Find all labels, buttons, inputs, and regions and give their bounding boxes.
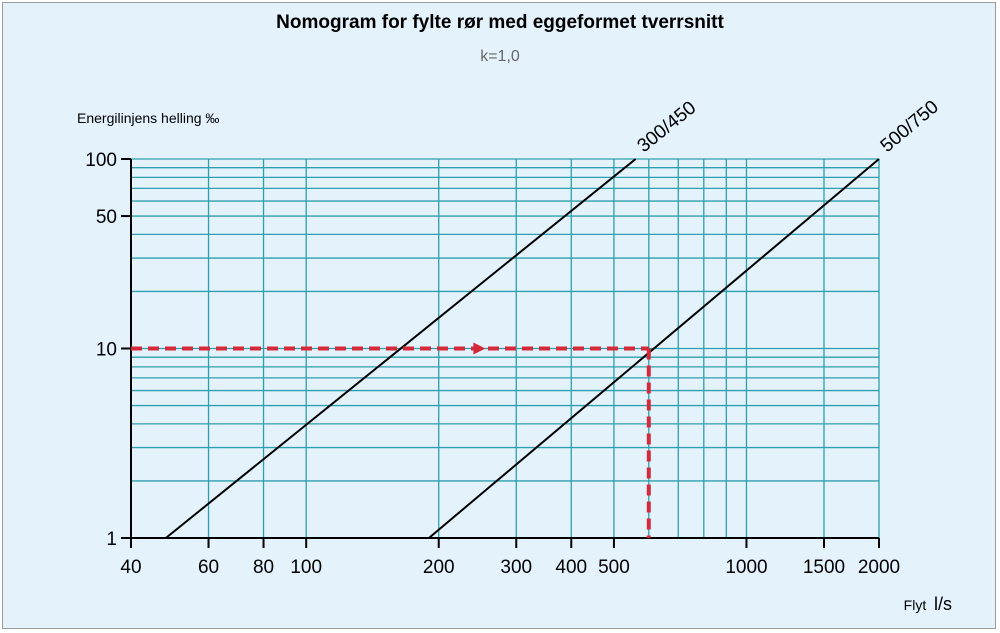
x-tick-label: 40 [120, 557, 141, 578]
x-tick-label: 200 [423, 557, 455, 578]
x-tick-label: 100 [290, 557, 322, 578]
series-label: 300/450 [634, 97, 701, 156]
x-tick-label: 80 [253, 557, 274, 578]
y-tick-label: 1 [106, 529, 117, 550]
chart-subtitle: k=1,0 [480, 48, 520, 65]
y-axis-label: Energilinjens helling ‰ [77, 110, 220, 126]
chart-title: Nomogram for fylte rør med eggeformet tv… [276, 12, 724, 33]
series-line [428, 158, 880, 539]
y-tick-label: 50 [96, 207, 117, 228]
x-axis-unit: l/s [934, 594, 952, 614]
annotation-arrow [473, 342, 486, 355]
x-tick-label: 300 [500, 557, 532, 578]
x-tick-label: 2000 [858, 557, 900, 578]
y-tick-label: 10 [96, 340, 117, 361]
series-label: 500/750 [877, 97, 943, 157]
series-line [165, 158, 637, 539]
y-tick-label: 100 [85, 150, 117, 171]
x-axis-label: Flyt l/s [904, 594, 952, 615]
x-tick-label: 1500 [803, 557, 845, 578]
x-tick-label: 1000 [725, 557, 767, 578]
x-tick-label: 500 [598, 557, 630, 578]
x-tick-label: 400 [555, 557, 587, 578]
x-axis-label-text: Flyt [903, 597, 927, 613]
x-tick-label: 60 [198, 557, 219, 578]
